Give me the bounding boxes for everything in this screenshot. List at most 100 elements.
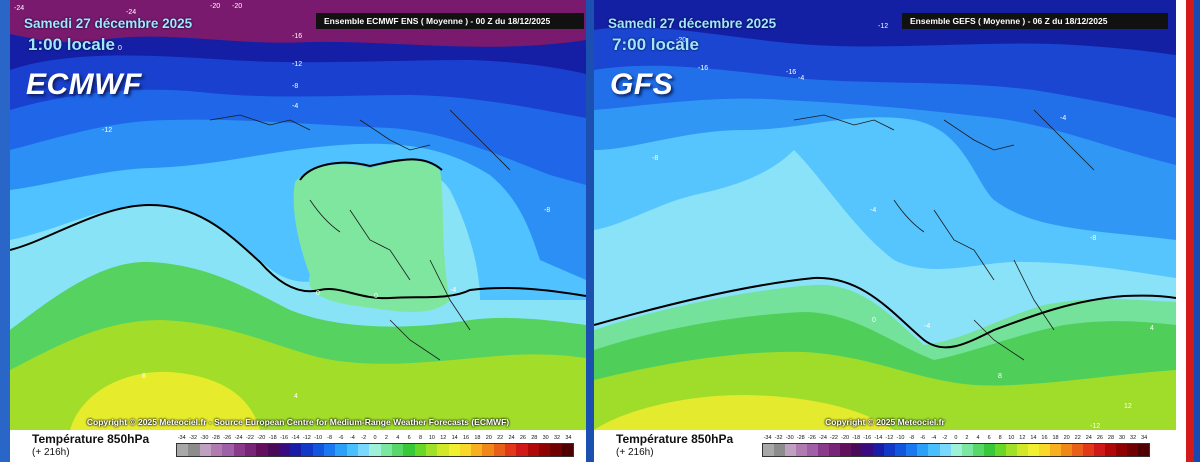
scale-swatch: [950, 444, 962, 456]
gfs-color-scale: -34 -32 -30 -28 -26 -24 -22 -20 -18 -16 -14 -12 -10-…: [762, 433, 1150, 459]
scale-label: 14: [451, 435, 458, 441]
scale-label: 16: [1041, 435, 1048, 441]
scale-label: 18: [474, 435, 481, 441]
scale-label: 26: [519, 435, 526, 441]
scale-swatch: [961, 444, 973, 456]
scale-swatch: [873, 444, 885, 456]
scale-swatch: [324, 444, 336, 456]
scale-swatch: [459, 444, 472, 456]
scale-label: -6: [338, 435, 344, 441]
gfs-legend: Température 850hPa (+ 216h) -34 -32 -30 -28…: [594, 430, 1176, 462]
scale-label: 12: [1019, 435, 1026, 441]
scale-labels: -34 -32 -30 -28 -26 -24 -22 -20 -18 -16 -14 -12 -10-…: [762, 433, 1150, 443]
scale-label: -34: [177, 435, 186, 441]
page-frame-left: [0, 0, 10, 462]
scale-swatch: [188, 444, 200, 456]
svg-text:0: 0: [374, 293, 378, 300]
page-divider: [586, 0, 594, 462]
scale-label: 30: [1118, 435, 1126, 441]
svg-text:-24: -24: [126, 9, 136, 16]
ecmwf-legend-title: Température 850hPa: [32, 432, 150, 446]
scale-swatch: [471, 444, 483, 456]
scale-swatch: [448, 444, 460, 456]
scale-swatch: [177, 444, 189, 456]
scale-label: 22: [1074, 435, 1081, 441]
scale-swatch: [1127, 444, 1139, 456]
scale-swatch: [493, 444, 506, 456]
scale-swatch: [763, 444, 775, 456]
svg-text:-12: -12: [878, 23, 888, 30]
scale-swatch: [972, 444, 984, 456]
svg-text:0: 0: [118, 45, 122, 52]
svg-text:-4: -4: [870, 207, 876, 214]
scale-swatch: [895, 444, 907, 456]
scale-label: -18: [268, 435, 277, 441]
svg-text:-4: -4: [450, 287, 456, 294]
svg-text:-4: -4: [798, 75, 804, 82]
scale-label: 4: [396, 435, 400, 441]
scale-swatch: [1005, 444, 1017, 456]
scale-label: 24: [1085, 435, 1092, 441]
scale-label: -6: [920, 435, 926, 441]
ecmwf-panel: -24 -24 -20 -20 -16 -12 -8 -4 -12 0 -8 0…: [10, 0, 586, 462]
scale-swatch: [244, 444, 257, 456]
scale-swatch: [403, 444, 415, 456]
scale-label: -16: [280, 435, 289, 441]
scale-label: -8: [909, 435, 914, 441]
scale-swatch: [267, 444, 279, 456]
ecmwf-color-scale: -34 -32 -30 -28 -26 -24 -22 -20 -18 -16 -14 -12 -10-…: [176, 433, 574, 459]
svg-text:-16: -16: [698, 65, 708, 72]
svg-text:-8: -8: [292, 83, 298, 90]
scale-swatch: [278, 444, 291, 456]
svg-text:-16: -16: [786, 69, 796, 76]
scale-swatch: [425, 444, 438, 456]
scale-swatch: [335, 444, 347, 456]
scale-label: 2: [384, 435, 388, 441]
svg-text:0: 0: [316, 290, 320, 297]
scale-swatch: [358, 444, 370, 456]
scale-swatch: [369, 444, 381, 456]
scale-label: -4: [349, 435, 355, 441]
scale-swatch: [391, 444, 404, 456]
scale-label: -22: [245, 435, 254, 441]
svg-text:-8: -8: [544, 207, 550, 214]
scale-swatch: [983, 444, 995, 456]
scale-swatch: [437, 444, 449, 456]
scale-swatch: [807, 444, 819, 456]
scale-swatch: [774, 444, 786, 456]
scale-label: 32: [554, 435, 561, 441]
ecmwf-forecast-time: 1:00 locale: [28, 35, 115, 54]
svg-text:-4: -4: [292, 103, 298, 110]
scale-label: -12: [885, 435, 894, 441]
scale-swatch: [906, 444, 918, 456]
svg-text:-12: -12: [102, 127, 112, 134]
scale-swatch: [550, 444, 562, 456]
scale-label: 4: [976, 435, 980, 441]
scale-swatch: [1038, 444, 1050, 456]
svg-text:-20: -20: [676, 37, 686, 44]
page-frame-right: [1176, 0, 1200, 462]
scale-swatch: [928, 444, 940, 456]
scale-label: -16: [863, 435, 872, 441]
scale-label: -2: [361, 435, 367, 441]
svg-text:-8: -8: [652, 155, 658, 162]
scale-label: 6: [407, 435, 411, 441]
gfs-contour-labels: -20 -12 -16 -16 -8 -4 -4 -8 -4 0 -4 4 8 …: [652, 23, 1154, 430]
scale-label: -32: [774, 435, 783, 441]
svg-text:-4: -4: [924, 323, 930, 330]
ecmwf-forecast-date: Samedi 27 décembre 2025: [24, 16, 193, 31]
scale-swatch: [210, 444, 223, 456]
scale-swatch: [851, 444, 863, 456]
svg-text:-20: -20: [210, 3, 220, 10]
svg-text:-20: -20: [232, 3, 242, 10]
scale-swatch: [482, 444, 494, 456]
scale-label: -20: [841, 435, 850, 441]
gfs-legend-lead-time: (+ 216h): [616, 447, 654, 458]
scale-swatch: [796, 444, 808, 456]
scale-label: 26: [1096, 435, 1103, 441]
scale-swatch: [380, 444, 392, 456]
svg-text:-12: -12: [292, 61, 302, 68]
scale-swatch: [505, 444, 517, 456]
scale-label: 18: [1052, 435, 1059, 441]
scale-label: 24: [508, 435, 515, 441]
